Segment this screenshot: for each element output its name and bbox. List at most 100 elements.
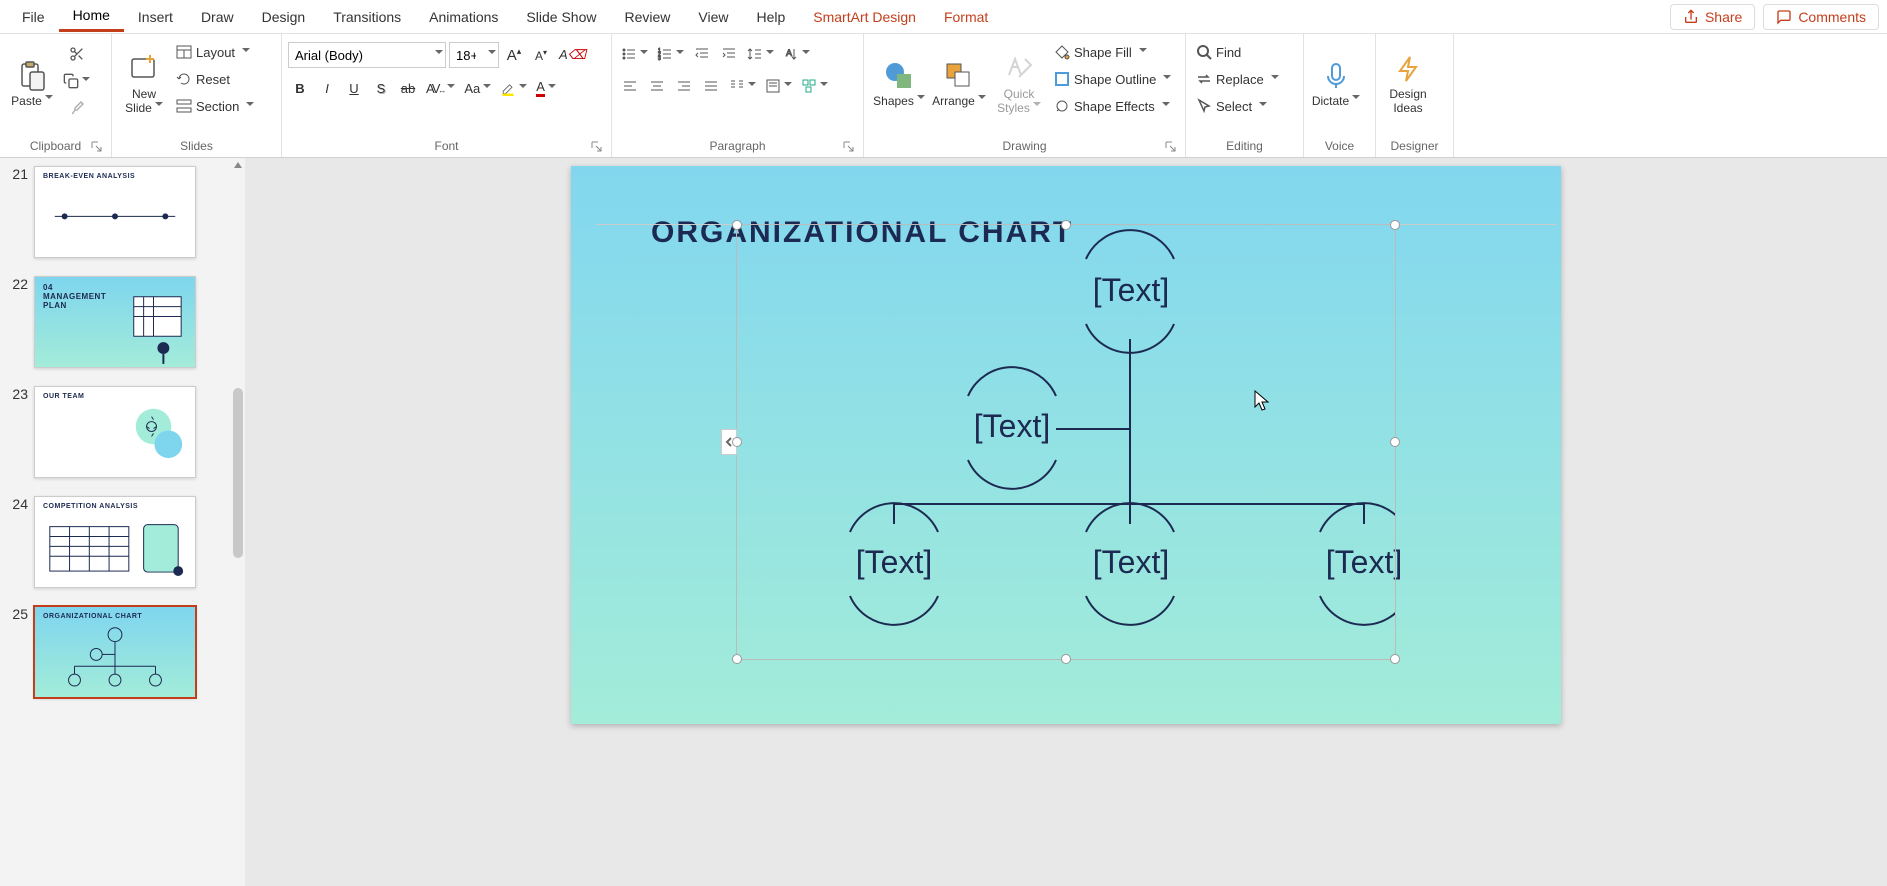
clear-formatting-button[interactable]: A⌫ bbox=[556, 43, 589, 67]
bold-button[interactable]: B bbox=[288, 76, 312, 100]
replace-label: Replace bbox=[1216, 72, 1264, 87]
selection-guide bbox=[1396, 224, 1556, 225]
comments-button[interactable]: Comments bbox=[1763, 4, 1879, 30]
font-color-button[interactable]: A bbox=[533, 76, 559, 100]
align-center-button[interactable] bbox=[645, 74, 669, 98]
justify-button[interactable] bbox=[699, 74, 723, 98]
share-button[interactable]: Share bbox=[1670, 4, 1755, 30]
underline-button[interactable]: U bbox=[342, 76, 366, 100]
format-painter-button[interactable] bbox=[60, 96, 93, 120]
tab-draw[interactable]: Draw bbox=[187, 3, 248, 31]
scissors-icon bbox=[69, 46, 85, 62]
shape-fill-button[interactable]: Shape Fill bbox=[1050, 40, 1175, 64]
tab-home[interactable]: Home bbox=[59, 1, 124, 32]
design-ideas-button[interactable]: Design Ideas bbox=[1382, 38, 1434, 130]
reset-button[interactable]: Reset bbox=[172, 67, 258, 91]
resize-handle[interactable] bbox=[1390, 654, 1400, 664]
tab-animations[interactable]: Animations bbox=[415, 3, 512, 31]
font-name-input[interactable] bbox=[289, 43, 429, 67]
thumb-row[interactable]: 24 COMPETITION ANALYSIS bbox=[4, 496, 241, 588]
section-button[interactable]: Section bbox=[172, 94, 258, 118]
thumb-row[interactable]: 25 ORGANIZATIONAL CHART bbox=[4, 606, 241, 698]
font-size-select[interactable] bbox=[449, 42, 499, 68]
increase-font-button[interactable]: A▴ bbox=[502, 43, 526, 67]
tab-file[interactable]: File bbox=[8, 3, 59, 31]
shape-outline-button[interactable]: Shape Outline bbox=[1050, 67, 1175, 91]
smartart-convert-button[interactable] bbox=[798, 74, 831, 98]
resize-handle[interactable] bbox=[1390, 437, 1400, 447]
numbering-button[interactable]: 123 bbox=[654, 42, 687, 66]
thumb-preview-icon bbox=[35, 387, 195, 478]
selection-frame[interactable] bbox=[736, 224, 1396, 660]
resize-handle[interactable] bbox=[732, 654, 742, 664]
decrease-indent-button[interactable] bbox=[690, 42, 714, 66]
thumb-row[interactable]: 23 OUR TEAM bbox=[4, 386, 241, 478]
line-spacing-button[interactable] bbox=[744, 42, 777, 66]
arrange-button[interactable]: Arrange bbox=[930, 38, 988, 130]
tab-insert[interactable]: Insert bbox=[124, 3, 187, 31]
dialog-launcher-icon[interactable] bbox=[843, 141, 855, 153]
shape-effects-button[interactable]: Shape Effects bbox=[1050, 94, 1175, 118]
slide-thumbnail[interactable]: ORGANIZATIONAL CHART bbox=[34, 606, 196, 698]
align-right-button[interactable] bbox=[672, 74, 696, 98]
tab-design[interactable]: Design bbox=[248, 3, 320, 31]
quick-styles-button[interactable]: Quick Styles bbox=[990, 38, 1048, 130]
slide-thumbnail[interactable]: COMPETITION ANALYSIS bbox=[34, 496, 196, 588]
replace-button[interactable]: Replace bbox=[1192, 67, 1283, 91]
highlight-button[interactable] bbox=[497, 76, 530, 100]
find-button[interactable]: Find bbox=[1192, 40, 1245, 64]
dialog-launcher-icon[interactable] bbox=[1165, 141, 1177, 153]
slide[interactable]: ORGANIZATIONAL CHART bbox=[571, 166, 1561, 724]
char-spacing-button[interactable]: AV↔ bbox=[423, 76, 458, 100]
thumb-number: 23 bbox=[4, 386, 28, 402]
tab-smartart-design[interactable]: SmartArt Design bbox=[799, 3, 930, 31]
slide-thumbnail[interactable]: 04 MANAGEMENT PLAN bbox=[34, 276, 196, 368]
resize-handle[interactable] bbox=[1061, 220, 1071, 230]
tab-help[interactable]: Help bbox=[742, 3, 799, 31]
font-size-input[interactable] bbox=[450, 43, 482, 67]
select-button[interactable]: Select bbox=[1192, 94, 1271, 118]
resize-handle[interactable] bbox=[732, 437, 742, 447]
tab-review[interactable]: Review bbox=[610, 3, 684, 31]
thumbnail-pane[interactable]: 21 BREAK-EVEN ANALYSIS 22 04 MANAGEMENT … bbox=[0, 158, 245, 886]
shapes-button[interactable]: Shapes bbox=[870, 38, 928, 130]
new-slide-button[interactable]: New Slide bbox=[118, 38, 170, 130]
layout-label: Layout bbox=[196, 45, 235, 60]
thumb-row[interactable]: 21 BREAK-EVEN ANALYSIS bbox=[4, 166, 241, 258]
italic-button[interactable]: I bbox=[315, 76, 339, 100]
cut-button[interactable] bbox=[60, 42, 93, 66]
text-direction-button[interactable]: A bbox=[780, 42, 813, 66]
tab-transitions[interactable]: Transitions bbox=[319, 3, 415, 31]
tab-format[interactable]: Format bbox=[930, 3, 1002, 31]
resize-handle[interactable] bbox=[1061, 654, 1071, 664]
layout-button[interactable]: Layout bbox=[172, 40, 258, 64]
font-name-dropdown[interactable] bbox=[429, 48, 445, 63]
scroll-up-icon[interactable] bbox=[233, 160, 243, 172]
dictate-button[interactable]: Dictate bbox=[1310, 38, 1362, 130]
align-left-button[interactable] bbox=[618, 74, 642, 98]
font-name-select[interactable] bbox=[288, 42, 446, 68]
tab-view[interactable]: View bbox=[684, 3, 742, 31]
resize-handle[interactable] bbox=[1390, 220, 1400, 230]
decrease-font-button[interactable]: A▾ bbox=[529, 43, 553, 67]
slide-canvas[interactable]: ORGANIZATIONAL CHART bbox=[245, 158, 1887, 886]
resize-handle[interactable] bbox=[732, 220, 742, 230]
layout-icon bbox=[176, 44, 192, 60]
slide-thumbnail[interactable]: OUR TEAM bbox=[34, 386, 196, 478]
bullets-button[interactable] bbox=[618, 42, 651, 66]
shadow-button[interactable]: S bbox=[369, 76, 393, 100]
tab-slideshow[interactable]: Slide Show bbox=[512, 3, 610, 31]
slide-thumbnail[interactable]: BREAK-EVEN ANALYSIS bbox=[34, 166, 196, 258]
strikethrough-button[interactable]: ab bbox=[396, 76, 420, 100]
align-text-button[interactable] bbox=[762, 74, 795, 98]
increase-indent-button[interactable] bbox=[717, 42, 741, 66]
dialog-launcher-icon[interactable] bbox=[91, 141, 103, 153]
paste-button[interactable]: Paste bbox=[6, 38, 58, 130]
scrollbar-thumb[interactable] bbox=[233, 388, 243, 558]
font-size-dropdown[interactable] bbox=[482, 48, 498, 63]
thumb-row[interactable]: 22 04 MANAGEMENT PLAN bbox=[4, 276, 241, 368]
columns-button[interactable] bbox=[726, 74, 759, 98]
dialog-launcher-icon[interactable] bbox=[591, 141, 603, 153]
change-case-button[interactable]: Aa bbox=[461, 76, 494, 100]
copy-button[interactable] bbox=[60, 69, 93, 93]
